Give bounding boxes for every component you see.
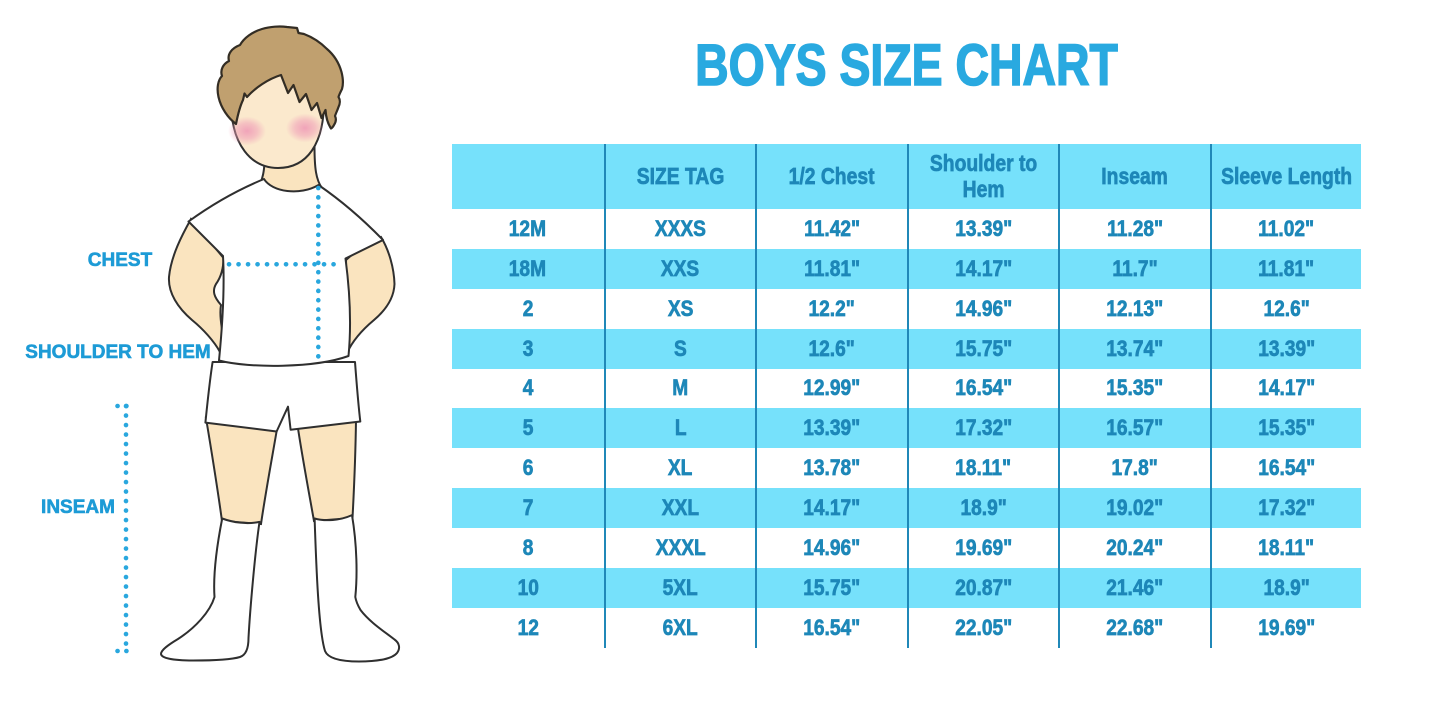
blush-left	[228, 116, 266, 146]
boy-figure-svg	[115, 25, 401, 663]
table-cell: M	[603, 368, 756, 409]
boy-shirt	[187, 178, 384, 367]
shoulder-to-hem-label: SHOULDER TO HEM	[25, 342, 211, 363]
table-cell: 2	[522, 295, 534, 321]
table-cell: XXL	[603, 488, 755, 529]
table-cell: 6XL	[603, 607, 756, 648]
table-cell: XL	[603, 448, 756, 489]
table-cell: 11.7"	[1058, 248, 1210, 289]
table-cell: 16.54"	[755, 607, 907, 648]
table-cell: 17.32"	[1209, 488, 1361, 529]
table-cell: 14.17"	[755, 488, 907, 529]
table-cell: 15.75"	[755, 568, 907, 608]
table-cell: 12M	[509, 215, 547, 241]
table-cell: 19.69"	[1209, 607, 1362, 648]
table-cell: 17.8"	[1058, 448, 1210, 489]
table-cell: 13.74"	[1058, 328, 1210, 369]
table-cell: 16.54"	[1209, 448, 1362, 489]
header-cell: 1/2 Chest	[755, 144, 907, 209]
table-cell: 20.24"	[1058, 528, 1210, 569]
table-cell: 13.39"	[906, 209, 1059, 249]
table-cell: 8	[522, 534, 534, 560]
table-cell: 16.54"	[906, 368, 1059, 409]
table-cell: 17.32"	[906, 408, 1058, 449]
table-cell: 5XL	[603, 568, 755, 608]
table-cell: 14.17"	[1209, 368, 1362, 409]
table-cell: 11.02"	[1209, 209, 1362, 249]
boy-illustration	[0, 0, 450, 723]
table-cell: 10	[452, 568, 604, 608]
table-cell: 5	[452, 408, 604, 449]
header-cell: Sleeve Length	[1209, 144, 1361, 209]
table-cell: 11.81"	[755, 248, 907, 289]
table-cell: 6	[522, 455, 534, 481]
table-cell: 12.6"	[755, 328, 907, 369]
table-cell: 19.69"	[906, 528, 1059, 569]
table-cell: XS	[603, 288, 756, 329]
boy-shorts	[204, 361, 362, 433]
table-cell: 14.17"	[906, 248, 1058, 289]
table-cell: 3	[452, 328, 604, 369]
table-cell: 22.68"	[1058, 607, 1210, 648]
page-title: BOYS SIZE CHART	[694, 33, 1118, 98]
header-cell: SIZE TAG	[603, 144, 755, 209]
table-cell: 18.11"	[1209, 528, 1362, 569]
table-cell: 15.35"	[1209, 408, 1361, 449]
table-cell: 15.35"	[1058, 368, 1210, 409]
table-cell: 15.75"	[906, 328, 1058, 369]
table-cell: 12.2"	[755, 288, 907, 329]
boy-socks	[160, 514, 401, 663]
header-cell	[452, 144, 604, 209]
table-cell: 12.99"	[755, 368, 907, 409]
inseam-label: INSEAM	[41, 497, 116, 518]
boy-legs	[204, 416, 358, 526]
table-cell: 12	[517, 614, 539, 640]
measurement-lines	[115, 185, 345, 654]
table-cell: 13.39"	[1209, 328, 1361, 369]
table-cell: 22.05"	[906, 607, 1059, 648]
header-cell: Shoulder to Hem	[906, 144, 1058, 209]
table-cell: 20.87"	[906, 568, 1058, 608]
table-cell: 4	[522, 375, 534, 401]
table-cell: 21.46"	[1058, 568, 1210, 608]
table-cell: L	[603, 408, 755, 449]
table-cell: 18.11"	[906, 448, 1059, 489]
table-cell: 12.6"	[1209, 288, 1362, 329]
table-cell: 18.9"	[906, 488, 1058, 529]
table-cell: 13.39"	[755, 408, 907, 449]
chest-label: CHEST	[87, 250, 153, 271]
table-cell: 11.42"	[755, 209, 907, 249]
blush-right	[286, 113, 324, 143]
table-cell: 19.02"	[1058, 488, 1210, 529]
boy-hair	[216, 25, 344, 130]
header-cell: Inseam	[1058, 144, 1210, 209]
table-cell: 11.28"	[1058, 209, 1210, 249]
table-cell: 13.78"	[755, 448, 907, 489]
table-cell: 18M	[452, 248, 604, 289]
table-cell: 7	[452, 488, 604, 529]
table-cell: 16.57"	[1058, 408, 1210, 449]
table-cell: XXXL	[603, 528, 756, 569]
table-cell: S	[603, 328, 755, 369]
table-cell: XXS	[603, 248, 755, 289]
size-table: SIZE TAG 1/2 Chest Shoulder to Hem Inseam Sl…	[452, 144, 1361, 648]
table-cell: 14.96"	[906, 288, 1059, 329]
table-cell: 12.13"	[1058, 288, 1210, 329]
table-cell: XXXS	[603, 209, 756, 249]
table-cell: 14.96"	[755, 528, 907, 569]
table-cell: 11.81"	[1209, 248, 1361, 289]
table-cell: 18.9"	[1209, 568, 1361, 608]
